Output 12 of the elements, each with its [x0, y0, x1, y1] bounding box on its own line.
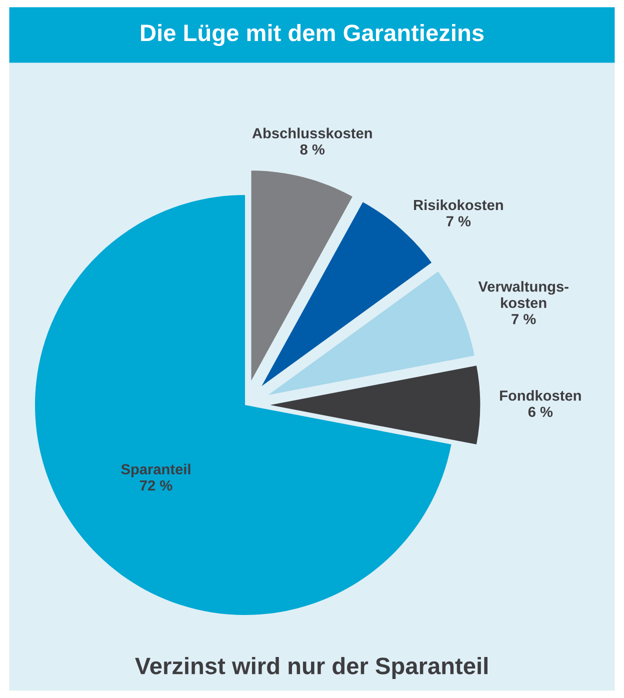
slice-label: Sparanteil — [121, 464, 190, 478]
slice-label: Verwaltungs- kosten — [478, 281, 568, 308]
data-label: 72 % — [140, 480, 172, 491]
slice-label: Risikokosten — [414, 199, 503, 210]
text: Verzinst wird nur der Sparanteil — [135, 656, 488, 680]
slice-label: Abschlusskosten — [252, 128, 372, 138]
data-label: 7 % — [446, 216, 471, 226]
data-label: 6 % — [528, 406, 553, 418]
slice-label: Fondkosten — [500, 390, 581, 401]
data-label: 8 % — [300, 144, 325, 155]
chart-title: Die Lüge mit dem Garantiezins — [141, 24, 484, 46]
data-label: 7 % — [512, 314, 536, 324]
